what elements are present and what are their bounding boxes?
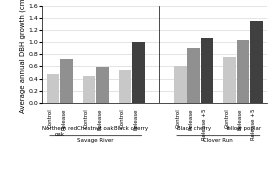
- Bar: [187, 48, 200, 103]
- Text: Clover Run: Clover Run: [204, 138, 233, 143]
- Bar: [250, 21, 263, 103]
- Text: Control: Control: [48, 108, 53, 128]
- Text: Yellow poplar: Yellow poplar: [225, 126, 261, 131]
- Text: Control: Control: [84, 108, 89, 128]
- Text: Control: Control: [120, 108, 125, 128]
- Text: Black cherry: Black cherry: [177, 126, 211, 131]
- Bar: [201, 38, 213, 103]
- Text: Control: Control: [225, 108, 230, 128]
- Bar: [174, 66, 187, 103]
- Bar: [60, 59, 73, 103]
- Bar: [47, 74, 59, 103]
- Text: Release: Release: [189, 108, 194, 130]
- Text: Release +5: Release +5: [252, 108, 256, 140]
- Text: Release +5: Release +5: [202, 108, 207, 140]
- Text: Control: Control: [175, 108, 180, 128]
- Bar: [237, 40, 249, 103]
- Text: Chestnut oak: Chestnut oak: [78, 126, 114, 131]
- Bar: [119, 70, 131, 103]
- Text: Release: Release: [238, 108, 243, 130]
- Text: Release: Release: [98, 108, 102, 130]
- Text: Release: Release: [133, 108, 138, 130]
- Bar: [96, 67, 109, 103]
- Y-axis label: Average annual DBH growth (cm): Average annual DBH growth (cm): [19, 0, 26, 113]
- Text: Northern red
oak: Northern red oak: [42, 126, 78, 137]
- Text: Black cherry: Black cherry: [115, 126, 149, 131]
- Bar: [83, 76, 95, 103]
- Bar: [223, 57, 236, 103]
- Text: Release: Release: [62, 108, 67, 130]
- Text: Savage River: Savage River: [78, 138, 114, 143]
- Bar: [132, 42, 144, 103]
